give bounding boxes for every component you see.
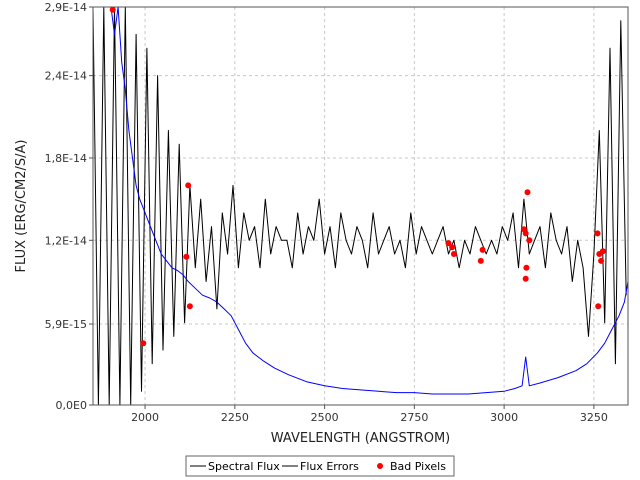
- bad-pixel-point: [524, 189, 531, 196]
- bad-pixel-point: [522, 230, 529, 237]
- bad-pixel-point: [522, 275, 529, 282]
- bad-pixel-point: [594, 230, 601, 237]
- x-axis-ticks: 2000 2250 2500 2750 3000 3250: [131, 405, 608, 424]
- y-tick-label: 5,9E-15: [45, 318, 87, 331]
- series-line-1: [110, 7, 628, 395]
- bad-pixel-point: [479, 246, 486, 253]
- bad-pixel-point: [183, 253, 190, 260]
- x-tick-label: 2250: [221, 411, 249, 424]
- y-tick-label: 2,4E-14: [45, 70, 87, 83]
- y-axis-label: FLUX (ERG/CM2/S/A): [14, 140, 29, 273]
- y-tick-label: 1,8E-14: [45, 152, 87, 165]
- legend-label: Flux Errors: [300, 460, 359, 473]
- legend-box: [185, 455, 455, 477]
- bad-pixel-point: [109, 6, 116, 13]
- bad-pixel-point: [185, 182, 192, 189]
- bad-pixel-points: [109, 6, 606, 347]
- plot-frame: [92, 6, 629, 406]
- legend-swatch-dot: [377, 463, 383, 469]
- bad-pixel-point: [186, 303, 193, 310]
- x-tick-label: 2750: [400, 411, 428, 424]
- bad-pixel-point: [449, 244, 456, 251]
- bad-pixel-point: [477, 257, 484, 264]
- y-tick-label: 2,9E-14: [45, 1, 87, 14]
- y-tick-label: 0,0E0: [56, 399, 87, 412]
- x-axis-label: WAVELENGTH (ANGSTROM): [271, 431, 450, 446]
- bad-pixel-point: [526, 237, 533, 244]
- legend-label: Bad Pixels: [390, 460, 446, 473]
- legend: Spectral Flux Flux Errors Bad Pixels: [185, 455, 455, 477]
- bad-pixel-point: [523, 264, 530, 271]
- x-tick-label: 2500: [311, 411, 339, 424]
- series-line-0: [93, 7, 627, 405]
- bad-pixel-point: [140, 340, 147, 347]
- bad-pixel-point: [599, 248, 606, 255]
- x-tick-label: 2000: [131, 411, 159, 424]
- bad-pixel-point: [445, 240, 452, 247]
- bad-pixel-point: [595, 303, 602, 310]
- x-tick-label: 3000: [490, 411, 518, 424]
- bad-pixel-point: [598, 257, 605, 264]
- x-tick-label: 3250: [580, 411, 608, 424]
- legend-label: Spectral Flux: [208, 460, 280, 473]
- y-axis-ticks: 0,0E0 5,9E-15 1,2E-14 1,8E-14 2,4E-14 2,9E-14: [45, 1, 93, 412]
- y-tick-label: 1,2E-14: [45, 234, 87, 247]
- series-layer: [93, 7, 628, 405]
- bad-pixel-point: [450, 251, 457, 257]
